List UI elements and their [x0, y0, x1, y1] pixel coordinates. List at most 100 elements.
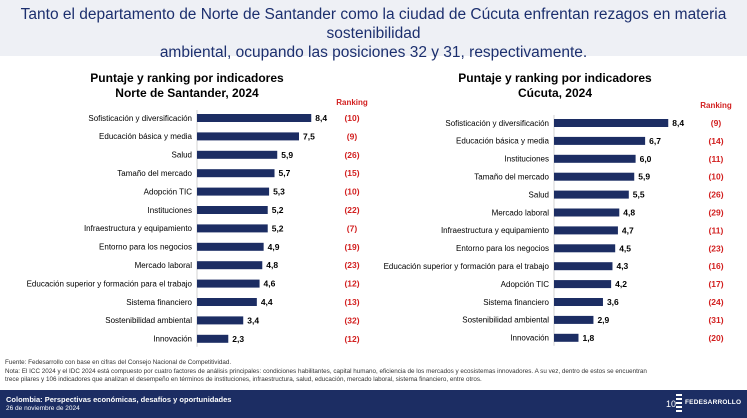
chart-2-category-label: Adopción TIC [501, 280, 550, 289]
chart-2-bar [554, 119, 669, 127]
chart-2-bar [554, 190, 629, 199]
chart-1-bar [197, 132, 299, 141]
chart-2-ranking-value: (9) [711, 118, 722, 128]
chart-1-bar [197, 261, 263, 270]
chart-1-value-label: 5,3 [273, 187, 285, 197]
chart-2-category-label: Educación superior y formación para el t… [384, 262, 550, 271]
logo-icon [676, 394, 682, 414]
chart-2-ranking-value: (11) [709, 225, 724, 235]
chart-1-ranking-value: (7) [347, 223, 358, 233]
chart-2-ranking-value: (16) [708, 261, 723, 271]
fedesarrollo-logo: FEDESARROLLO [676, 394, 742, 416]
chart-1-bar [197, 206, 268, 214]
chart-2-ranking-value: (29) [708, 208, 723, 218]
chart-2-bar [554, 154, 636, 163]
chart-1-value-label: 5,7 [279, 168, 291, 178]
chart-1-bar [197, 224, 268, 233]
footer-title: Colombia: Perspectivas económicas, desaf… [6, 395, 232, 404]
chart-1-bar [197, 334, 229, 343]
chart-1-value-label: 5,2 [272, 223, 284, 233]
chart-2-value-label: 6,7 [649, 136, 661, 146]
chart-2-value-label: 5,5 [633, 190, 645, 200]
chart-1-ranking-value: (9) [347, 131, 358, 141]
chart-1-category-label: Adopción TIC [144, 187, 193, 196]
chart-2-category-label: Sofisticación y diversificación [445, 119, 549, 128]
chart-2-bar [554, 136, 646, 145]
chart-1-bar [197, 316, 244, 325]
chart-2-category-label: Sostenibilidad ambiental [462, 316, 549, 325]
page-number: 10 [666, 399, 677, 409]
chart-2-bar [554, 244, 616, 253]
chart-1-ranking-value: (13) [344, 297, 359, 307]
chart-2-bar [554, 315, 594, 324]
chart-1-ranking-value: (10) [344, 187, 359, 197]
chart-1-ranking-value: (26) [344, 150, 359, 160]
chart-1-ranking-value: (12) [344, 279, 359, 289]
chart-1-ranking-value: (19) [344, 242, 359, 252]
chart-2-category-label: Educación básica y media [456, 137, 549, 146]
chart-2-bar [554, 298, 603, 306]
chart-2-value-label: 4,7 [622, 225, 634, 235]
chart-2-category-label: Infraestructura y equipamiento [441, 226, 550, 235]
chart-1-ranking-value: (15) [344, 168, 359, 178]
methodology-note-1: Nota: El ICC 2024 y el IDC 2024 está com… [5, 367, 647, 375]
chart-1-bar [197, 169, 275, 178]
chart-2-value-label: 2,9 [597, 315, 609, 325]
chart-1-category-label: Mercado laboral [135, 261, 193, 270]
chart-1-category-label: Educación superior y formación para el t… [27, 279, 193, 288]
chart-2-subtitle: Cúcuta, 2024 [518, 86, 592, 100]
chart-2-category-label: Tamaño del mercado [474, 173, 549, 182]
chart-2-ranking-value: (24) [708, 297, 723, 307]
chart-1-category-label: Sistema financiero [126, 298, 192, 307]
chart-2-bar [554, 280, 612, 289]
footer-date: 26 de noviembre de 2024 [6, 405, 80, 412]
chart-1-category-label: Sofisticación y diversificación [88, 114, 192, 123]
chart-2-bar [554, 262, 613, 271]
chart-1-ranking-value: (32) [344, 315, 359, 325]
chart-1-ranking-label: Ranking [336, 98, 368, 107]
chart-1-category-label: Innovación [153, 335, 192, 344]
chart-2-category-label: Mercado laboral [492, 208, 550, 217]
chart-2-bar [554, 208, 620, 217]
chart-1-bar [197, 114, 312, 122]
chart-1-bar [197, 279, 260, 288]
chart-1-category-label: Salud [172, 151, 192, 160]
chart-1-category-label: Instituciones [148, 206, 192, 215]
chart-1-bar [197, 298, 257, 306]
chart-1-category-label: Entorno para los negocios [99, 243, 192, 252]
chart-1-bar [197, 150, 278, 159]
chart-1-value-label: 8,4 [315, 113, 327, 123]
slide-title-line-1: Tanto el departamento de Norte de Santan… [20, 6, 727, 42]
chart-2-ranking-value: (23) [708, 243, 723, 253]
chart-2-ranking-value: (11) [709, 154, 724, 164]
chart-1-ranking-value: (22) [344, 205, 359, 215]
chart-2-category-label: Instituciones [505, 155, 549, 164]
chart-2-ranking-value: (17) [708, 279, 723, 289]
chart-1-value-label: 5,2 [272, 205, 284, 215]
chart-1-value-label: 2,3 [232, 334, 244, 344]
chart-2-bar [554, 333, 579, 342]
chart-1-value-label: 7,5 [303, 131, 315, 141]
chart-2-category-label: Sistema financiero [483, 298, 549, 307]
chart-1-value-label: 4,9 [268, 242, 280, 252]
chart-2-ranking-value: (10) [708, 172, 723, 182]
chart-2-category-label: Salud [529, 190, 549, 199]
logo-text: FEDESARROLLO [685, 399, 742, 406]
chart-1-value-label: 4,8 [266, 260, 278, 270]
chart-2-value-label: 8,4 [672, 118, 684, 128]
chart-1-category-label: Sostenibilidad ambiental [105, 316, 192, 325]
chart-1-title: Puntaje y ranking por indicadores [90, 71, 284, 85]
chart-1-category-label: Infraestructura y equipamiento [84, 224, 193, 233]
chart-2-value-label: 4,5 [619, 243, 631, 253]
source-note: Fuente: Fedesarrollo con base en cifras … [5, 359, 232, 366]
chart-2-bar [554, 172, 635, 181]
methodology-note-2: trece pilares y 106 indicadores que anal… [5, 376, 482, 384]
slide-title: Tanto el departamento de Norte de Santan… [0, 0, 747, 61]
chart-2-value-label: 1,8 [582, 333, 594, 343]
chart-2-value-label: 4,8 [623, 208, 635, 218]
chart-1-bar [197, 187, 270, 196]
chart-1-value-label: 4,4 [261, 297, 273, 307]
chart-2-bar [554, 226, 618, 235]
chart-1-category-label: Tamaño del mercado [117, 169, 192, 178]
